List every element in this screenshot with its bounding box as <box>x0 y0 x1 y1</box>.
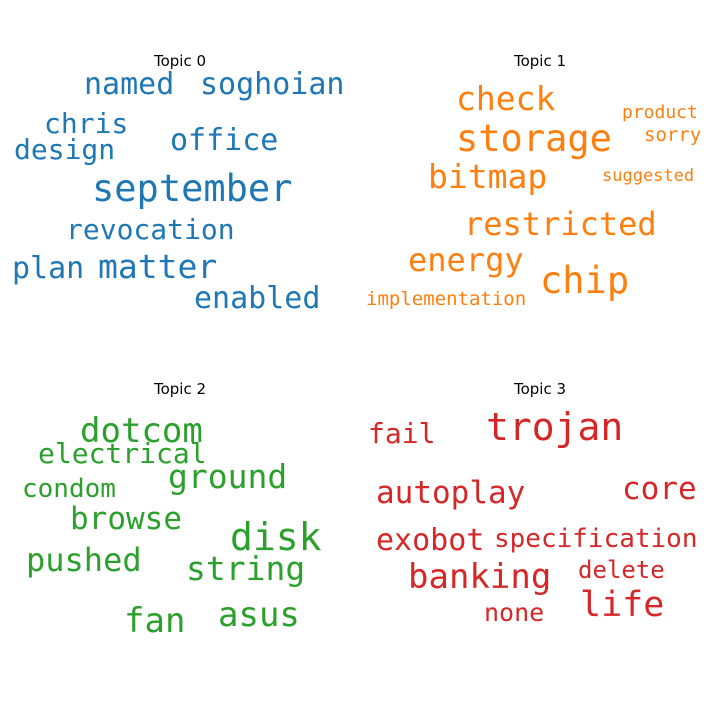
word-string: string <box>186 549 306 588</box>
word-fan: fan <box>124 601 186 641</box>
topic-0-title: Topic 0 <box>153 52 207 70</box>
word-energy: energy <box>408 241 524 279</box>
word-pushed: pushed <box>26 541 142 579</box>
word-revocation: revocation <box>66 213 235 246</box>
word-autoplay: autoplay <box>376 475 526 511</box>
word-storage: storage <box>456 117 612 160</box>
word-dotcom: dotcom <box>80 411 203 451</box>
topic-3-panel: Topic 3 fail trojan autoplay core exobot spec… <box>360 328 720 688</box>
word-implementation: implementation <box>366 288 527 310</box>
word-ground: ground <box>168 457 288 496</box>
word-chip: chip <box>540 259 630 302</box>
word-delete: delete <box>578 556 665 584</box>
word-core: core <box>622 471 697 507</box>
word-design: design <box>14 133 116 166</box>
word-electrical: electrical <box>38 437 207 470</box>
topic-2-panel: Topic 2 dotcom electrical ground condom brow… <box>0 328 360 688</box>
word-disk: disk <box>230 515 322 559</box>
word-office: office <box>170 123 279 158</box>
topic-3-title: Topic 3 <box>513 380 567 398</box>
topic-2-title: Topic 2 <box>153 380 207 398</box>
word-exobot: exobot <box>376 523 485 558</box>
word-trojan: trojan <box>486 405 624 449</box>
word-plan: plan <box>12 251 85 286</box>
topic-1-title: Topic 1 <box>513 52 567 70</box>
word-life: life <box>580 585 665 625</box>
word-none: none <box>484 598 545 627</box>
word-enabled: enabled <box>194 281 321 316</box>
word-september: september <box>92 167 293 210</box>
word-matter: matter <box>98 247 218 286</box>
word-named: named <box>84 67 175 102</box>
word-fail: fail <box>368 417 436 450</box>
word-restricted: restricted <box>464 205 657 243</box>
word-suggested: suggested <box>602 166 695 186</box>
word-banking: banking <box>408 557 552 597</box>
word-asus: asus <box>218 595 300 635</box>
word-check: check <box>456 79 556 118</box>
topic-0-panel: Topic 0 named soghoian chris office design se… <box>0 0 360 360</box>
word-product: product <box>622 102 698 123</box>
word-sorry: sorry <box>644 124 702 146</box>
topic-1-panel: Topic 1 check product storage sorry bitmap su… <box>360 0 720 360</box>
word-condom: condom <box>22 474 116 504</box>
word-browse: browse <box>70 501 182 537</box>
word-soghoian: soghoian <box>200 67 345 102</box>
word-bitmap: bitmap <box>428 157 548 196</box>
word-chris: chris <box>44 107 129 140</box>
word-specification: specification <box>494 524 698 554</box>
